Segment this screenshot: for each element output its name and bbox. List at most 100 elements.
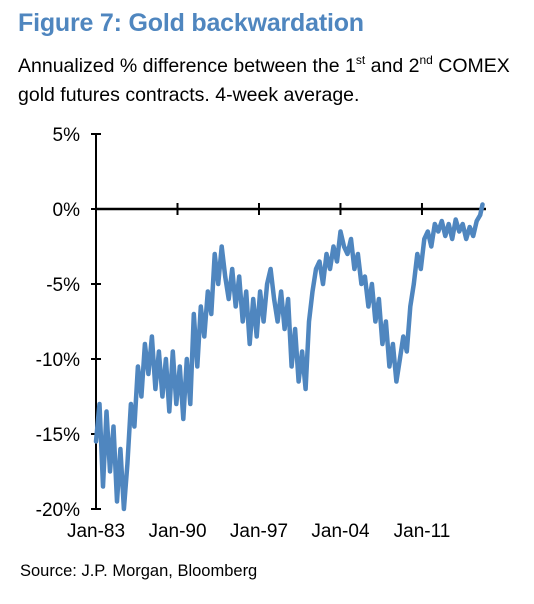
x-axis: Jan-83 Jan-90 Jan-97 Jan-04 Jan-11 [67, 203, 486, 542]
data-point [178, 364, 182, 369]
y-tick-label: 5% [53, 125, 81, 146]
data-point [227, 297, 231, 301]
data-point [380, 342, 384, 346]
data-point [297, 379, 301, 384]
data-point [279, 289, 283, 294]
y-tick-label: -10% [36, 350, 80, 371]
data-point [265, 282, 269, 286]
data-point [290, 364, 294, 369]
data-point [300, 349, 304, 354]
data-point [244, 289, 248, 294]
data-point [457, 229, 461, 234]
subtitle-part-2: and 2 [365, 55, 420, 77]
data-point [405, 349, 409, 354]
data-point [118, 447, 122, 451]
data-point [338, 229, 343, 234]
y-axis: 5% 0% -5% -10% -15% -20% [36, 125, 101, 521]
data-point [188, 402, 192, 406]
data-point [199, 304, 203, 309]
data-point [101, 484, 105, 489]
figure-source: Source: J.P. Morgan, Bloomberg [20, 562, 258, 580]
data-point [150, 334, 154, 339]
subtitle-part-1: Annualized % difference between the 1 [18, 55, 356, 77]
data-point [422, 237, 426, 241]
series-points [94, 202, 485, 511]
data-point [317, 259, 322, 264]
data-point [429, 244, 433, 249]
data-point [164, 357, 168, 361]
data-point [160, 394, 164, 399]
data-point [139, 394, 143, 399]
y-tick-label: -5% [46, 275, 80, 296]
data-point [384, 319, 388, 324]
data-point [174, 402, 178, 406]
y-tick-label: 0% [53, 200, 81, 221]
subtitle-part-3: COMEX gold futures contracts. 4-week ave… [18, 55, 510, 106]
x-tick-label: Jan-83 [67, 521, 125, 542]
figure-subtitle: Annualized % difference between the 1st … [18, 52, 523, 110]
series-line [93, 202, 485, 512]
data-point [394, 379, 398, 384]
x-tick-label: Jan-97 [230, 521, 288, 542]
data-point [387, 364, 391, 369]
data-point [192, 312, 196, 316]
data-point [419, 267, 423, 271]
data-point [213, 252, 217, 256]
series-area [93, 202, 485, 512]
data-point [143, 342, 147, 346]
data-point [468, 225, 472, 229]
data-point [286, 297, 290, 301]
data-point [171, 349, 175, 354]
data-point [440, 219, 444, 223]
data-point [443, 234, 447, 238]
data-point [122, 507, 126, 511]
data-point [111, 424, 116, 429]
data-point [398, 357, 402, 361]
data-point [328, 267, 332, 271]
data-point [345, 252, 350, 256]
data-point [370, 282, 374, 286]
data-point [132, 424, 136, 429]
y-tick-label: -20% [36, 500, 80, 521]
data-point [335, 259, 339, 264]
data-point [209, 312, 213, 316]
x-tick-label: Jan-90 [148, 521, 206, 542]
data-point [401, 334, 405, 339]
data-point [234, 304, 238, 309]
subtitle-superscript-2: nd [419, 53, 433, 67]
data-point [373, 319, 377, 324]
data-point [223, 274, 227, 279]
data-point [146, 372, 150, 376]
data-point [454, 217, 458, 222]
data-point [377, 297, 381, 301]
data-point [391, 342, 395, 346]
data-point [104, 409, 109, 414]
data-point [115, 499, 119, 504]
y-tick-label: -15% [36, 425, 80, 446]
data-point [408, 304, 412, 309]
data-point [436, 229, 440, 234]
data-point [94, 439, 98, 444]
data-point [461, 222, 465, 226]
data-point [331, 244, 336, 249]
data-point [251, 297, 255, 301]
data-point [293, 327, 297, 331]
x-tick-label: Jan-04 [311, 521, 370, 542]
data-point [359, 282, 363, 286]
x-tick-label: Jan-11 [394, 521, 451, 542]
data-point [310, 289, 315, 294]
figure-title: Figure 7: Gold backwardation [18, 9, 364, 37]
data-point [314, 267, 318, 271]
data-point [216, 282, 220, 286]
data-point [304, 387, 308, 391]
data-point [185, 357, 189, 361]
data-point [352, 267, 356, 271]
data-point [255, 334, 259, 339]
data-point [478, 213, 482, 217]
subtitle-superscript-1: st [355, 53, 366, 67]
data-point [269, 267, 273, 271]
data-point [181, 417, 185, 421]
data-point [433, 222, 437, 226]
data-point [283, 327, 287, 331]
